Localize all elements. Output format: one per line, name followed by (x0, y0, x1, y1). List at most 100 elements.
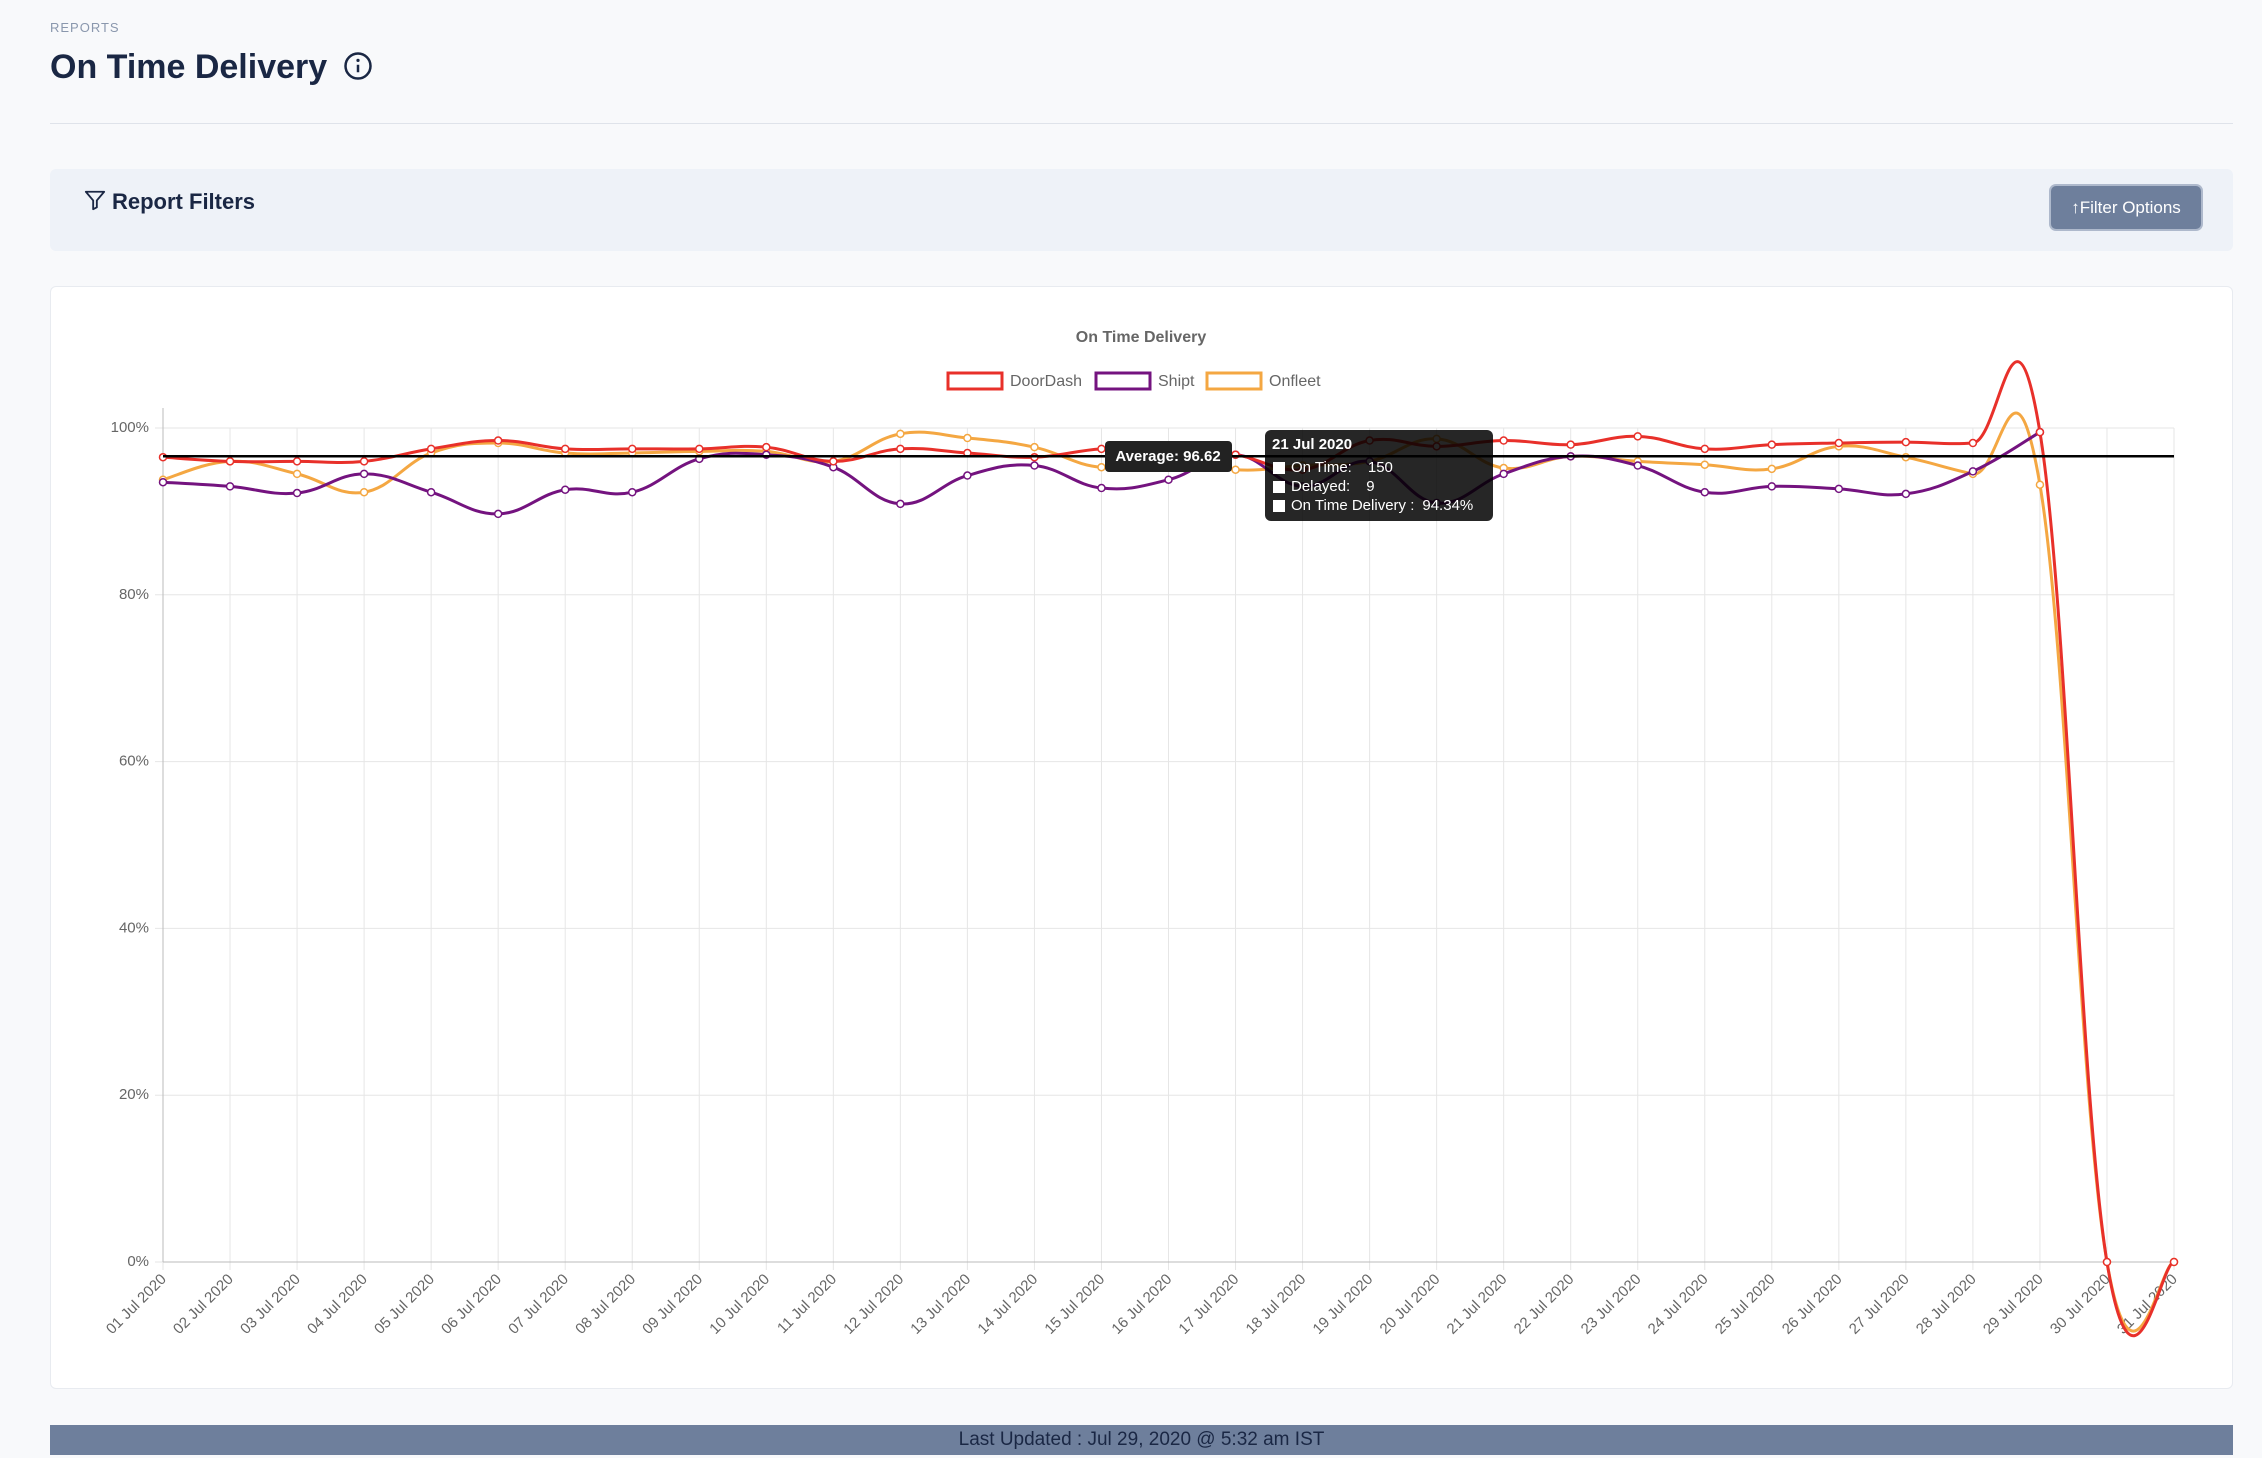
data-point (560, 485, 570, 494)
x-tick-label: 02 Jul 2020 (170, 1271, 237, 1338)
series-line (162, 430, 2041, 516)
average-label-bg (1105, 441, 1232, 472)
data-point (1968, 467, 1978, 476)
data-point (1164, 475, 1173, 484)
x-tick-label: 17 Jul 2020 (1175, 1271, 1242, 1338)
data-point (896, 499, 905, 509)
chart-title: On Time Delivery (1076, 329, 1207, 346)
x-tick-label: 19 Jul 2020 (1310, 1271, 1377, 1338)
data-point (225, 457, 235, 466)
data-point (1566, 440, 1575, 449)
x-tick-label: 04 Jul 2020 (304, 1271, 371, 1338)
x-tick-label: 22 Jul 2020 (1511, 1271, 1578, 1338)
data-point (963, 471, 972, 480)
legend-swatch (1094, 371, 1152, 391)
y-tick-label: 100% (111, 419, 149, 436)
data-point (2035, 480, 2045, 489)
data-point (1834, 438, 1844, 448)
page-title: On Time Delivery (50, 48, 373, 87)
data-point (1499, 469, 1508, 479)
data-point (426, 444, 436, 454)
tooltip-value: 94.34% (1422, 497, 1473, 514)
data-point (1097, 483, 1106, 493)
data-point (1097, 462, 1106, 472)
x-tick-label: 08 Jul 2020 (572, 1271, 639, 1338)
x-tick-label: 11 Jul 2020 (774, 1271, 840, 1337)
x-tick-label: 09 Jul 2020 (639, 1271, 706, 1338)
x-tick-label: 27 Jul 2020 (1846, 1271, 1913, 1338)
legend-label: Onfleet (1269, 373, 1321, 390)
data-point (1700, 487, 1710, 497)
breadcrumb: REPORTS (50, 20, 120, 35)
legend-label: Shipt (1158, 373, 1195, 390)
divider (50, 123, 2233, 124)
tooltip-swatch (1273, 500, 1285, 512)
y-tick-label: 40% (119, 919, 149, 936)
x-tick-label: 13 Jul 2020 (907, 1271, 974, 1338)
data-point (493, 509, 503, 519)
data-point (829, 457, 838, 466)
tooltip-title: 21 Jul 2020 (1272, 436, 1352, 453)
legend-swatch (946, 371, 1004, 391)
x-tick-label: 06 Jul 2020 (438, 1271, 505, 1338)
data-point (963, 433, 972, 443)
data-point (762, 442, 771, 452)
x-tick-label: 30 Jul 2020 (2047, 1271, 2114, 1338)
tooltip-label: On Time: (1291, 459, 1352, 476)
info-icon[interactable] (343, 51, 373, 81)
data-point (896, 429, 905, 439)
x-tick-label: 05 Jul 2020 (371, 1271, 438, 1338)
data-point (627, 487, 637, 497)
x-tick-label: 03 Jul 2020 (237, 1271, 304, 1338)
x-tick-label: 18 Jul 2020 (1243, 1271, 1310, 1338)
data-point (1097, 444, 1106, 454)
x-tick-label: 20 Jul 2020 (1377, 1271, 1444, 1338)
x-tick-label: 16 Jul 2020 (1108, 1271, 1175, 1338)
data-point (2169, 1257, 2179, 1267)
tooltip-value: 9 (1366, 478, 1374, 495)
x-tick-label: 21 Jul 2020 (1444, 1271, 1511, 1338)
data-point (1633, 432, 1642, 441)
y-tick-label: 80% (119, 586, 149, 603)
filter-panel (50, 169, 2233, 251)
filter-options-button[interactable]: ↑Filter Options (2051, 186, 2201, 229)
data-point (1633, 461, 1642, 470)
x-tick-label: 29 Jul 2020 (1980, 1271, 2047, 1338)
tooltip-bg (1265, 430, 1493, 521)
chart: On Time Delivery 0% 20% 40% 60% 80% 100% 01 Ju… (103, 329, 2181, 1338)
data-point (1901, 489, 1911, 499)
footer: Last Updated : Jul 29, 2020 @ 5:32 am IS… (50, 1425, 2233, 1455)
data-point (1901, 437, 1911, 447)
data-point (1030, 461, 1039, 470)
x-tick-label: 12 Jul 2020 (840, 1271, 907, 1338)
tooltip-label: On Time Delivery : (1291, 497, 1414, 514)
tooltip-swatch (1273, 462, 1285, 474)
x-tick-label: 26 Jul 2020 (1779, 1271, 1846, 1338)
x-tick-label: 01 Jul 2020 (103, 1271, 170, 1338)
filter-title: Report Filters (112, 189, 256, 214)
data-point (359, 457, 369, 466)
data-point (225, 482, 235, 491)
x-tick-label: 23 Jul 2020 (1578, 1271, 1645, 1338)
data-point (158, 477, 168, 487)
data-point (493, 436, 503, 445)
data-point (292, 488, 302, 498)
tooltip-label: Delayed: (1291, 478, 1350, 495)
x-tick-label: 25 Jul 2020 (1712, 1271, 1779, 1338)
y-tick-label: 0% (127, 1253, 149, 1270)
data-point (359, 469, 369, 479)
x-tick-label: 28 Jul 2020 (1913, 1271, 1980, 1338)
filter-icon (84, 190, 106, 211)
data-point (560, 444, 570, 454)
data-point (1767, 482, 1777, 491)
data-point (1968, 438, 1978, 448)
data-point (426, 487, 436, 497)
data-point (292, 457, 302, 466)
data-point (1767, 440, 1777, 449)
tooltip-swatch (1273, 481, 1285, 493)
average-label: Average: 96.62 (1115, 448, 1220, 465)
data-point (1834, 484, 1844, 494)
data-point (1700, 460, 1710, 469)
data-point (292, 469, 302, 479)
